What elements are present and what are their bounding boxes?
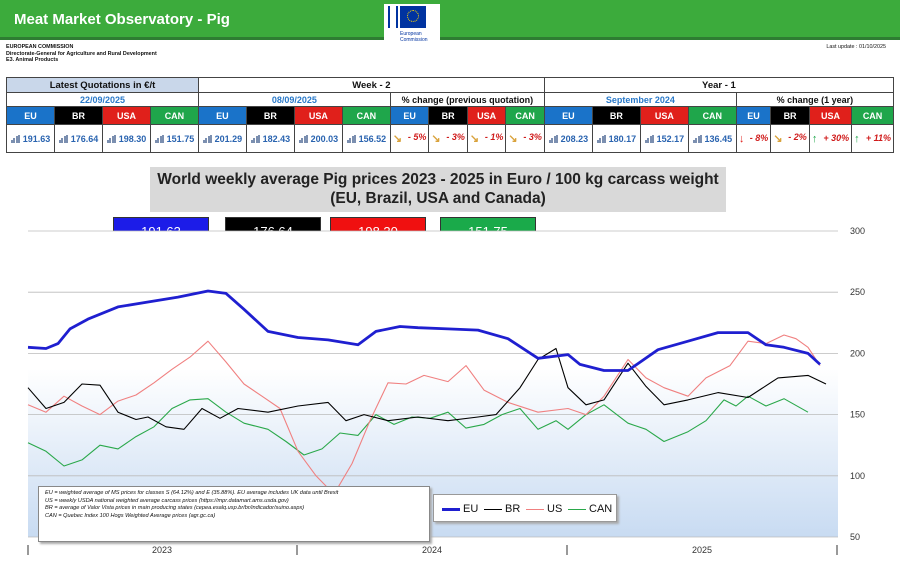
ec-building-icon [388, 6, 398, 28]
series-line-us [27, 334, 821, 495]
col-label-can: CAN [505, 106, 545, 125]
department-info: EUROPEAN COMMISSION Directorate-General … [6, 44, 157, 64]
week2-value-usa: 200.03 [293, 124, 343, 153]
col-label-can: CAN [341, 106, 391, 125]
legend-item-br: BR [484, 503, 520, 515]
page-title: Meat Market Observatory - Pig [14, 11, 230, 28]
arrow-down-right-icon: ↘ [469, 133, 480, 145]
year1-change-br: ↘ - 2% [770, 124, 810, 153]
col-label-can: CAN [851, 106, 894, 125]
col-label-usa: USA [466, 106, 507, 125]
latest-value-br: 176.64 [53, 124, 103, 153]
bar-chart-icon [250, 135, 261, 144]
quotations-table: Latest Quotations in €/t Week - 2 Year -… [6, 77, 895, 153]
bar-chart-icon [106, 135, 117, 144]
dept-line-1: EUROPEAN COMMISSION [6, 44, 74, 50]
bar-chart-icon [298, 135, 309, 144]
year1-change-eu: ↓ - 8% [735, 124, 772, 153]
note-br: BR = average of Valor Vista prices in ma… [45, 505, 305, 511]
bar-chart-icon [346, 135, 357, 144]
y-tick-label: 150 [850, 410, 865, 420]
year1-value-can: 136.45 [687, 124, 737, 153]
arrow-down-right-icon: ↘ [508, 133, 518, 145]
chart-legend: EU BR US CAN [433, 494, 617, 522]
y-tick-label: 200 [850, 348, 865, 358]
series-line-eu [27, 289, 821, 372]
year1-change-can: ↑ + 11% [851, 124, 894, 153]
bar-chart-icon [596, 135, 607, 144]
bar-chart-icon [202, 135, 213, 144]
chart-title-line-1: World weekly average Pig prices 2023 - 2… [157, 171, 719, 188]
notes-box: EU = weighted average of MS prices for c… [38, 486, 430, 542]
logo-line-2: Commission [400, 37, 428, 43]
last-update: Last update : 01/10/2025 [826, 44, 886, 50]
chart-title-line-2: (EU, Brazil, USA and Canada) [330, 190, 546, 207]
dept-line-2: Directorate-General for Agriculture and … [6, 50, 157, 57]
col-label-eu: EU [735, 106, 772, 125]
arrow-up-icon: ↑ [854, 132, 860, 145]
legend-item-can: CAN [568, 503, 612, 515]
col-label-br: BR [245, 106, 295, 125]
ec-logo: European Commission [384, 4, 440, 56]
arrow-up-icon: ↑ [811, 132, 818, 145]
dept-line-3: E3. Animal Products [6, 57, 59, 64]
x-tick-label: 2025 [692, 545, 712, 555]
arrow-down-icon: ↓ [738, 132, 745, 145]
y-tick-label: 50 [850, 532, 860, 542]
year1-value-usa: 152.17 [639, 124, 689, 153]
eu-flag-icon [400, 6, 426, 28]
series-line-br [27, 347, 827, 430]
latest-value-eu: 191.63 [6, 124, 55, 153]
values-row: 191.63 176.64 198.30 151.75 201.29 182.43 200.… [6, 124, 894, 153]
bar-chart-icon [548, 135, 559, 144]
bar-chart-icon [10, 135, 21, 144]
x-tick-label: 2024 [422, 545, 442, 555]
bar-chart-icon [154, 135, 165, 144]
header-bar: Meat Market Observatory - Pig [0, 0, 900, 40]
note-eu: EU = weighted average of MS prices for c… [45, 490, 339, 496]
year1-value-br: 180.17 [591, 124, 641, 153]
week2-value-eu: 201.29 [197, 124, 247, 153]
note-can: CAN = Quebec Index 100 Hogs Weighted Ave… [45, 512, 216, 519]
bar-chart-icon [58, 135, 69, 144]
week2-value-br: 182.43 [245, 124, 295, 153]
col-label-usa: USA [639, 106, 689, 125]
legend-item-eu: EU [442, 503, 478, 515]
arrow-down-right-icon: ↘ [773, 133, 783, 145]
y-tick-label: 100 [850, 471, 865, 481]
week2-change-can: ↘ - 3% [505, 124, 545, 153]
bar-chart-icon [692, 135, 703, 144]
x-tick-label: 2023 [152, 545, 172, 555]
arrow-down-right-icon: ↘ [431, 133, 441, 145]
y-tick-label: 250 [850, 287, 865, 297]
logo-line-1: European [400, 31, 422, 37]
y-tick-label: 300 [850, 226, 865, 236]
chart-title: World weekly average Pig prices 2023 - 2… [150, 167, 726, 212]
col-label-eu: EU [6, 106, 55, 125]
week2-value-can: 156.52 [341, 124, 391, 153]
year1-change-usa: ↑ + 30% [808, 124, 853, 153]
legend-item-us: US [526, 503, 562, 515]
year1-value-eu: 208.23 [543, 124, 593, 153]
arrow-down-right-icon: ↘ [392, 133, 403, 145]
week2-change-br: ↘ - 3% [428, 124, 468, 153]
col-label-usa: USA [101, 106, 151, 125]
col-label-br: BR [428, 106, 468, 125]
bar-chart-icon [644, 135, 655, 144]
week2-change-usa: ↘ - 1% [466, 124, 507, 153]
latest-value-can: 151.75 [149, 124, 199, 153]
note-us: US = weekly USDA national weighted avera… [45, 497, 289, 504]
